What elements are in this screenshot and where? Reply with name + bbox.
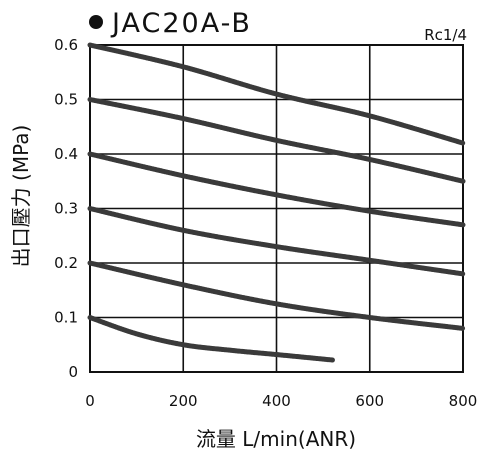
title-bullet-icon (89, 15, 103, 29)
x-tick-label: 0 (85, 392, 95, 410)
y-tick-labels: 0 0.1 0.2 0.3 0.4 0.5 0.6 (54, 36, 78, 381)
y-tick-label: 0.1 (54, 309, 78, 327)
x-tick-label: 400 (262, 392, 291, 410)
series-line-6 (87, 315, 335, 363)
x-tick-label: 600 (355, 392, 384, 410)
grid (90, 45, 463, 372)
series-line-5 (87, 260, 466, 331)
y-tick-label: 0.6 (54, 36, 78, 54)
y-tick-label: 0.3 (54, 200, 78, 218)
y-tick-label: 0.2 (54, 254, 78, 272)
chart-title: JAC20A-B (110, 8, 252, 39)
y-tick-label: 0 (68, 363, 78, 381)
series-line-1 (87, 42, 466, 146)
y-tick-label: 0.5 (54, 91, 78, 109)
y-axis-label: 出口壓力 (MPa) (9, 125, 33, 268)
x-tick-labels: 0 200 400 600 800 (85, 392, 477, 410)
curves (87, 42, 466, 363)
port-size-annotation: Rc1/4 (424, 26, 467, 44)
x-tick-label: 800 (449, 392, 478, 410)
y-tick-label: 0.4 (54, 145, 78, 163)
x-tick-label: 200 (169, 392, 198, 410)
series-line-6-core (88, 316, 334, 362)
series-line-3 (87, 151, 466, 228)
series-line-2 (87, 97, 466, 184)
series-line-4 (87, 206, 466, 277)
x-axis-label: 流量 L/min(ANR) (196, 427, 356, 451)
